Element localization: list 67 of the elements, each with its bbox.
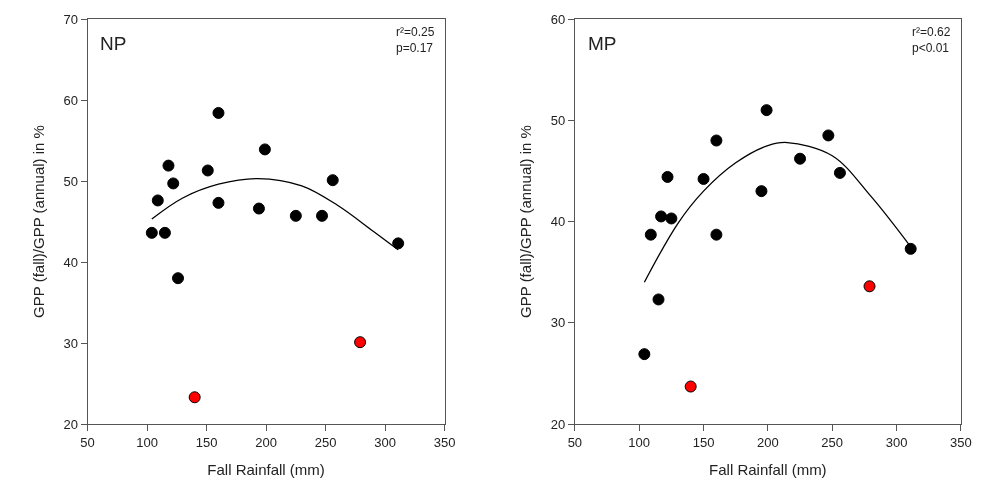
point (863, 280, 876, 293)
point (326, 174, 339, 187)
point (167, 177, 180, 190)
point (794, 152, 807, 165)
x-tick-label: 300 (374, 434, 396, 450)
y-tick-label: 20 (550, 416, 566, 432)
x-tick-label: 250 (821, 434, 844, 450)
point (760, 104, 773, 117)
point (644, 228, 657, 241)
point (354, 336, 367, 349)
point (652, 293, 665, 306)
point (289, 209, 302, 222)
point (201, 164, 214, 177)
y-tick-label: 50 (550, 112, 566, 128)
y-tick-label: 30 (550, 315, 566, 331)
point (188, 391, 201, 404)
y-tick-label: 20 (63, 416, 78, 432)
point (316, 209, 329, 222)
x-tick-label: 50 (567, 434, 583, 450)
point (710, 134, 723, 147)
x-tick-label: 100 (628, 434, 651, 450)
point (212, 196, 225, 209)
x-tick-label: 150 (692, 434, 715, 450)
point (151, 194, 164, 207)
point (162, 159, 175, 172)
annotation: NP (100, 33, 127, 54)
annotation: r²=0.62 p<0.01 (912, 25, 951, 55)
y-tick-label: 40 (550, 214, 566, 230)
point (697, 172, 710, 185)
x-tick-label: 200 (757, 434, 779, 450)
point (638, 348, 651, 361)
x-tick-label: 50 (80, 434, 95, 450)
point (258, 143, 271, 156)
point (172, 272, 184, 285)
point (252, 202, 265, 215)
x-tick-label: 250 (314, 434, 337, 450)
x-tick-label: 350 (950, 434, 972, 450)
y-tick-label: 60 (550, 11, 566, 27)
y-axis-title: GPP (fall)/GPP (annual) in % (29, 125, 47, 318)
y-tick-label: 40 (63, 254, 78, 270)
y-axis-title: GPP (fall)/GPP (annual) in % (517, 125, 535, 318)
point (212, 106, 225, 119)
annotation: r²=0.25 p=0.17 (396, 25, 435, 55)
y-tick-label: 50 (63, 173, 78, 189)
point (661, 170, 674, 183)
x-axis-title: Fall Rainfall (mm) (709, 460, 827, 478)
x-tick-label: 100 (136, 434, 158, 450)
point (392, 237, 405, 250)
point (655, 210, 668, 223)
point (822, 129, 835, 142)
x-tick-label: 300 (885, 434, 908, 450)
annotation: MP (588, 33, 617, 54)
x-tick-label: 150 (195, 434, 218, 450)
point (833, 166, 846, 179)
point (665, 212, 678, 225)
x-axis-title: Fall Rainfall (mm) (207, 460, 325, 478)
point (145, 226, 158, 239)
point (755, 185, 768, 198)
y-tick-label: 70 (63, 11, 78, 27)
x-tick-label: 350 (433, 434, 456, 450)
point (158, 226, 171, 239)
point (710, 228, 723, 241)
point (684, 380, 697, 393)
y-tick-label: 30 (63, 335, 78, 351)
x-tick-label: 200 (255, 434, 277, 450)
y-tick-label: 60 (63, 92, 78, 108)
point (904, 242, 917, 255)
